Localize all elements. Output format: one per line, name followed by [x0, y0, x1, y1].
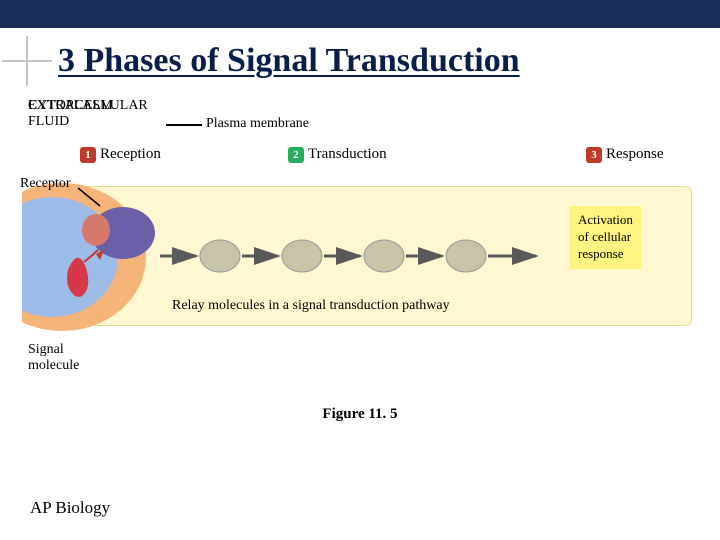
membrane-pointer: [166, 124, 202, 126]
badge-1: 1: [80, 147, 96, 163]
crosshair-icon: [2, 36, 52, 86]
badge-3: 3: [586, 147, 602, 163]
cytoplasm-label: CYTOPLASM: [28, 98, 113, 114]
pathway-caption: Relay molecules in a signal transduction…: [172, 298, 450, 314]
receptor-pointer: [76, 186, 106, 210]
relay-pathway: [158, 226, 558, 286]
phase-2: 2Transduction: [288, 146, 387, 163]
title-row: 3 Phases of Signal Transduction: [0, 28, 720, 98]
plasma-membrane-label: Plasma membrane: [206, 116, 309, 132]
phase-3: 3Response: [586, 146, 664, 163]
signal-molecule-shape: [56, 248, 106, 328]
receptor-label: Receptor: [20, 176, 71, 192]
diagram-area: EXTRACELLULAR FLUID CYTOPLASM Plasma mem…: [28, 98, 692, 378]
badge-2: 2: [288, 147, 304, 163]
response-box: Activation of cellular response: [570, 206, 641, 269]
slide-title: 3 Phases of Signal Transduction: [58, 42, 520, 80]
top-bar: [0, 0, 720, 28]
footer-text: AP Biology: [30, 498, 110, 518]
signal-molecule-label: Signal molecule: [28, 342, 79, 374]
figure-caption: Figure 11. 5: [0, 406, 720, 423]
phase-1: 1Reception: [80, 146, 161, 163]
